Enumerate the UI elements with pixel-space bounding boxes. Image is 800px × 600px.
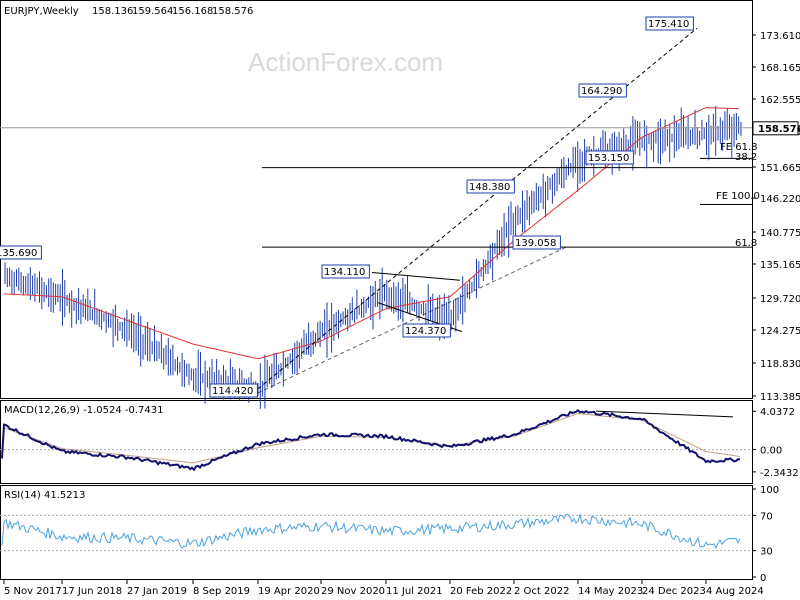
xtick-label: 19 Apr 2020 xyxy=(258,586,320,597)
price-ytick-label: 129.720 xyxy=(760,294,800,305)
level-label: 134.110 xyxy=(324,267,365,278)
level-label-box xyxy=(466,179,515,194)
macd-plot xyxy=(0,408,752,472)
channel-dashed-line xyxy=(257,27,698,390)
rsi-line xyxy=(1,512,741,550)
rsi-panel xyxy=(0,485,753,580)
price-header-open: 158.136 xyxy=(92,6,133,17)
xtick-label: 24 Dec 2023 xyxy=(642,586,706,597)
fib-level-label: 61.8 xyxy=(735,238,757,249)
rsi-panel-title: RSI(14) 41.5213 xyxy=(4,490,85,501)
xtick-label: 11 Jul 2021 xyxy=(386,586,443,597)
macd-ytick-label: -2.3432 xyxy=(760,468,799,479)
rsi-plot xyxy=(0,512,752,552)
level-label: 114.420 xyxy=(212,386,253,397)
fib-level-label: FE 100.0 xyxy=(716,191,760,202)
price-panel-title: EURJPY,Weekly xyxy=(4,6,79,17)
xtick-label: 29 Nov 2020 xyxy=(321,586,385,597)
current-price-badge xyxy=(752,121,799,136)
price-ytick-label: 124.275 xyxy=(760,326,800,337)
price-ytick-label: 146.220 xyxy=(760,194,800,205)
axes: 173.610168.165162.555157.110151.665146.2… xyxy=(3,31,800,597)
level-label: 124.370 xyxy=(405,326,446,337)
level-label-box xyxy=(585,150,634,165)
fib-level-label: 38.2 xyxy=(735,152,757,163)
level-label-box xyxy=(645,16,694,31)
macd-panel-title: MACD(12,26,9) -1.0524 -0.7431 xyxy=(4,405,164,416)
price-header-low: 156.168 xyxy=(172,6,213,17)
rsi-ytick-label: 0 xyxy=(760,573,766,584)
price-header-high: 159.564 xyxy=(132,6,173,17)
level-label: 153.150 xyxy=(588,153,629,164)
xtick-label: 2 Oct 2022 xyxy=(514,586,569,597)
xtick-label: 4 Aug 2024 xyxy=(706,586,764,597)
price-ytick-label: 135.165 xyxy=(760,260,800,271)
macd-panel xyxy=(0,400,753,484)
rsi-ytick-label: 70 xyxy=(760,511,773,522)
level-label-box xyxy=(321,264,370,279)
macd-divergence-line xyxy=(595,410,734,418)
price-ytick-label: 173.610 xyxy=(760,31,800,42)
current-price-label: 158.576 xyxy=(758,124,800,135)
macd-ytick-label: 0.00 xyxy=(760,446,782,457)
rsi-ytick-label: 30 xyxy=(760,547,773,558)
price-ytick-label: 162.555 xyxy=(760,95,800,106)
xtick-label: 17 Jun 2018 xyxy=(62,586,122,597)
xtick-label: 5 Nov 2017 xyxy=(4,586,62,597)
level-label-box xyxy=(578,83,627,98)
price-ytick-label: 168.165 xyxy=(760,63,800,74)
level-label: 148.380 xyxy=(469,182,510,193)
level-label: 135.690 xyxy=(0,248,37,259)
price-plot: 135.690 114.420 134.110 124.370 148.380 139.0… xyxy=(0,16,760,409)
price-ytick-label: 113.385 xyxy=(760,392,800,403)
level-label-box xyxy=(402,323,451,338)
level-label-box xyxy=(209,383,258,398)
xtick-label: 27 Jan 2019 xyxy=(127,586,187,597)
level-label: 175.410 xyxy=(648,19,689,30)
xtick-label: 20 Feb 2022 xyxy=(450,586,512,597)
xtick-label: 14 May 2023 xyxy=(578,586,643,597)
price-ytick-label: 140.775 xyxy=(760,228,800,239)
channel-dashed-line-lower xyxy=(257,246,567,394)
price-header-close: 158.576 xyxy=(212,6,253,17)
price-ytick-label: 151.665 xyxy=(760,163,800,174)
price-ytick-label: 118.830 xyxy=(760,359,800,370)
watermark: ActionForex.com xyxy=(248,47,443,77)
triangle-upper-line xyxy=(371,271,461,281)
level-label-box xyxy=(0,245,42,260)
macd-line xyxy=(1,408,740,472)
level-label: 139.058 xyxy=(515,238,556,249)
xtick-label: 8 Sep 2019 xyxy=(193,586,250,597)
rsi-ytick-label: 100 xyxy=(760,485,779,496)
fib-level-label: FE 61.8 xyxy=(720,142,758,153)
level-label-box xyxy=(512,235,561,250)
price-panel xyxy=(0,0,753,399)
level-label: 164.290 xyxy=(581,86,622,97)
macd-ytick-label: 4.0372 xyxy=(760,407,795,418)
